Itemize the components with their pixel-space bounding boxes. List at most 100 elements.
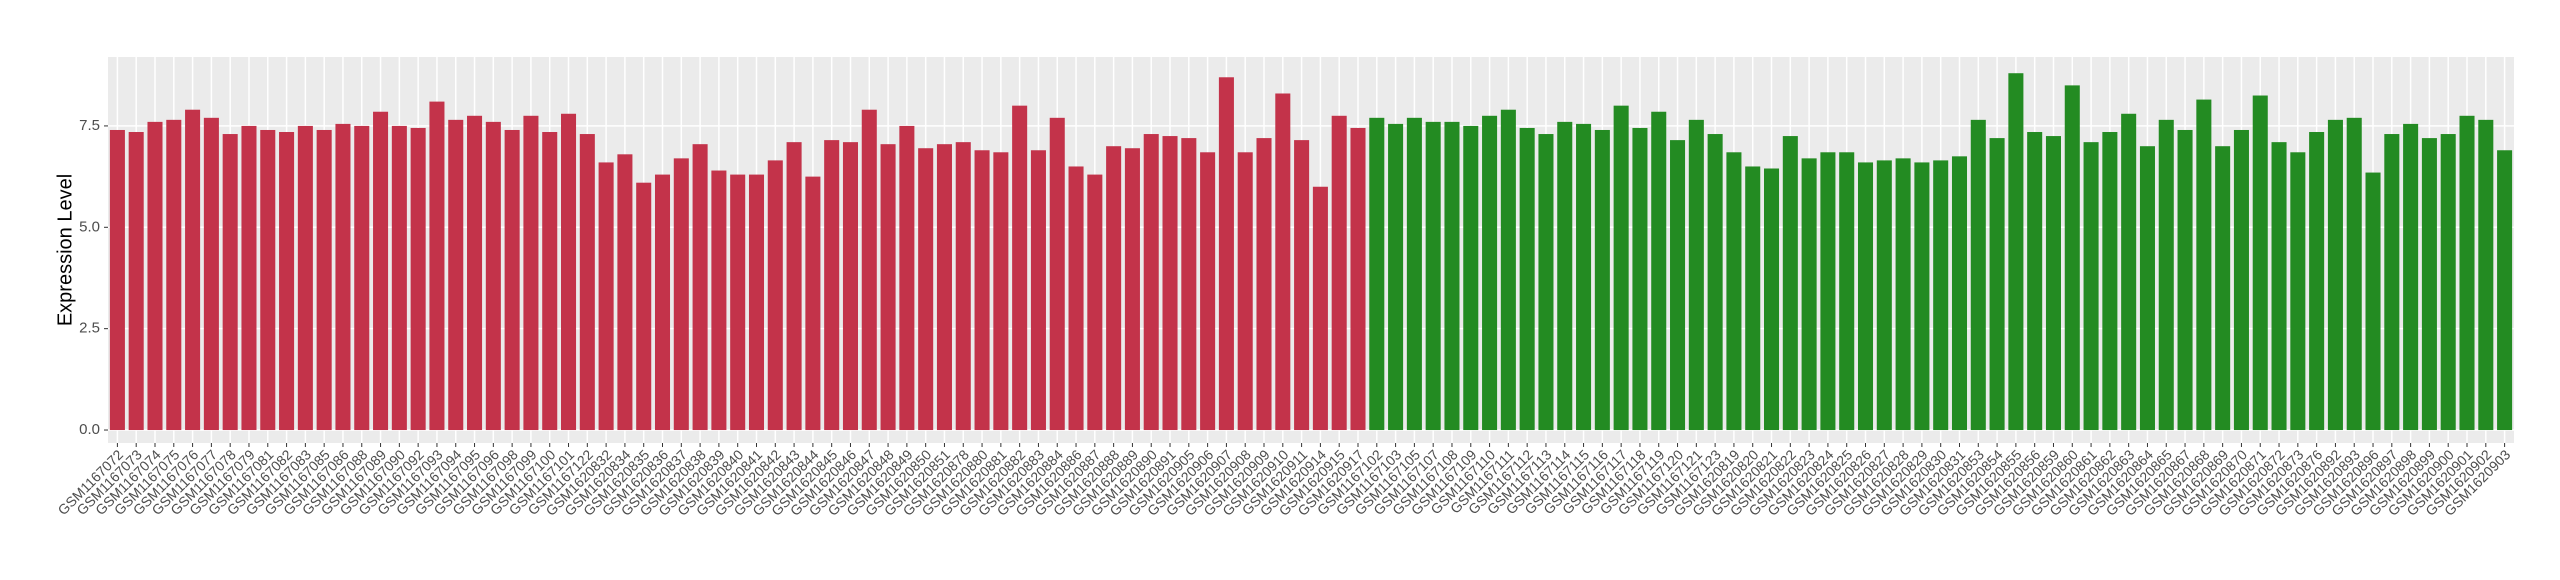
bar <box>1030 150 1046 431</box>
bar <box>1482 115 1498 431</box>
bar <box>1557 121 1573 431</box>
bar <box>2271 142 2287 431</box>
bar <box>222 134 238 431</box>
bar <box>523 115 539 431</box>
bar <box>842 142 858 431</box>
bar <box>1764 168 1780 431</box>
bar <box>2403 123 2419 431</box>
bar <box>391 125 407 431</box>
bar <box>1331 115 1347 431</box>
bar <box>1857 162 1874 431</box>
bar <box>1087 174 1103 431</box>
bar <box>448 119 464 431</box>
bar <box>1181 138 1197 431</box>
bar <box>2497 150 2513 431</box>
bar <box>1068 166 1084 431</box>
bar <box>2327 119 2343 431</box>
bar <box>1256 138 1272 431</box>
bar <box>2045 136 2061 431</box>
bar <box>1200 152 1216 431</box>
bar <box>2177 129 2193 431</box>
bar <box>861 109 877 431</box>
bar <box>598 162 614 431</box>
bar <box>1576 123 1592 431</box>
bar <box>2384 134 2400 431</box>
bar <box>1143 134 1159 431</box>
bar <box>279 132 295 431</box>
bar <box>974 150 990 431</box>
bar <box>1688 119 1704 431</box>
bar <box>1124 148 1140 431</box>
bar <box>1801 158 1817 431</box>
bar <box>899 125 915 431</box>
bar <box>1820 152 1836 431</box>
bar <box>241 125 257 431</box>
bar <box>936 144 952 431</box>
bar <box>2440 134 2456 431</box>
bar <box>2421 138 2437 431</box>
bar <box>1876 160 1892 431</box>
bar <box>1933 160 1949 431</box>
bar <box>1989 138 2005 431</box>
bar <box>2027 132 2043 431</box>
bar <box>1425 121 1441 431</box>
bar <box>429 101 445 431</box>
bar <box>2083 142 2099 431</box>
bar <box>467 115 483 431</box>
bar <box>2158 119 2174 431</box>
bar <box>786 142 802 431</box>
bar <box>2233 129 2249 431</box>
bar <box>993 152 1009 431</box>
bar <box>1839 152 1855 431</box>
bar <box>767 160 783 431</box>
bar <box>2121 113 2137 431</box>
bar <box>485 121 501 431</box>
bar <box>824 140 840 431</box>
bar <box>1218 77 1234 431</box>
bar <box>1275 93 1291 431</box>
bar <box>2459 115 2475 431</box>
bar <box>2346 117 2362 431</box>
bar <box>730 174 746 431</box>
bar <box>1106 146 1122 431</box>
bar <box>1312 186 1328 431</box>
bar <box>1726 152 1742 431</box>
bar <box>636 182 652 431</box>
bar <box>918 148 934 431</box>
bar <box>654 174 671 431</box>
y-tick-label: 2.5 <box>79 320 100 337</box>
bar <box>1782 136 1798 431</box>
bar <box>617 154 633 431</box>
bar <box>673 158 689 431</box>
bar <box>805 176 821 431</box>
y-tick-label: 0.0 <box>79 421 100 438</box>
bar <box>109 129 125 431</box>
bar <box>1237 152 1253 431</box>
bar <box>504 129 520 431</box>
bar <box>1049 117 1065 431</box>
y-axis-title: Expression Level <box>54 174 76 326</box>
bar <box>2309 132 2325 431</box>
bar <box>1162 136 1178 431</box>
bar <box>1651 111 1667 431</box>
bar <box>955 142 971 431</box>
bar <box>410 127 426 431</box>
bar <box>711 170 727 431</box>
bar <box>692 144 708 431</box>
bar <box>1444 121 1460 431</box>
bar <box>2102 132 2118 431</box>
bar <box>561 113 577 431</box>
bar <box>880 144 896 431</box>
bar <box>1369 117 1385 431</box>
bar <box>1895 158 1911 431</box>
bar <box>128 132 144 431</box>
bar <box>1012 105 1028 431</box>
bar <box>147 121 163 431</box>
bar <box>185 109 201 431</box>
bar <box>373 111 389 431</box>
bar <box>2008 73 2024 431</box>
bar <box>1745 166 1761 431</box>
bar <box>1613 105 1629 431</box>
bar <box>2196 99 2212 431</box>
